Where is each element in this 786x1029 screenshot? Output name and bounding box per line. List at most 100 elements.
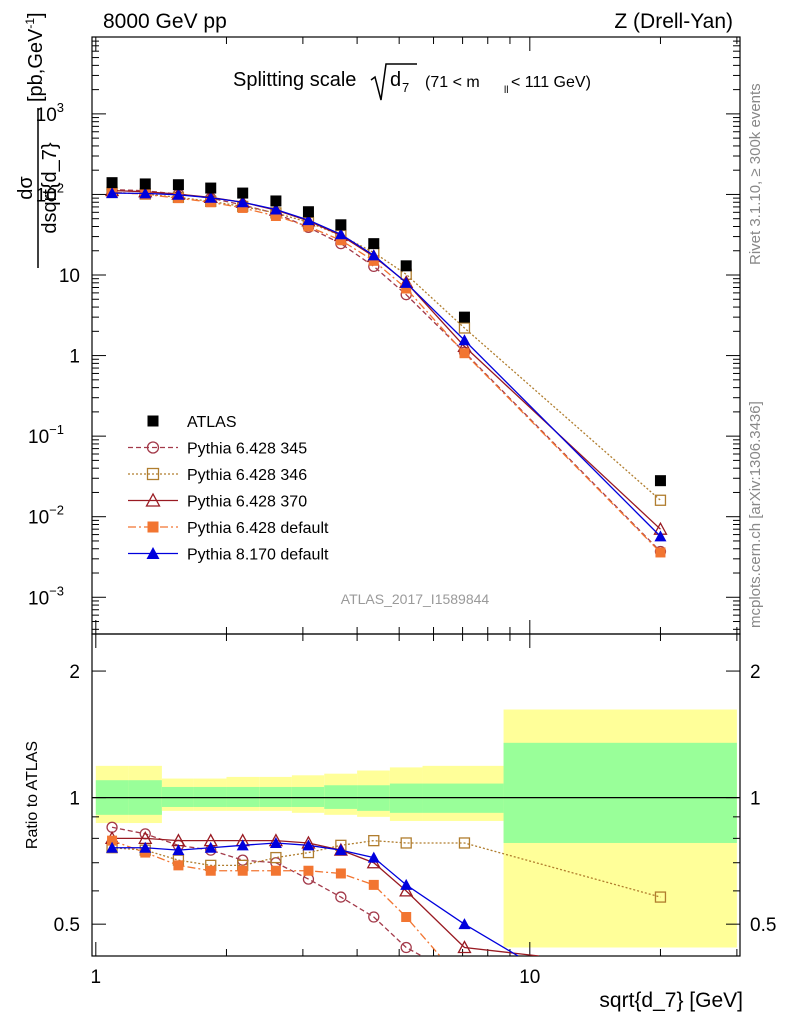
y-tick-label-main: 10−3 — [28, 583, 64, 609]
data-point-main — [106, 187, 119, 199]
mcplots-label: mcplots.cern.ch [arXiv:1306.3436] — [747, 401, 764, 628]
data-point-ratio — [401, 912, 412, 923]
ylabel-unit: [pb,GeV-1] — [23, 12, 47, 102]
atlas-data-point — [237, 187, 249, 199]
legend-marker — [147, 415, 159, 427]
data-point-main — [270, 211, 281, 222]
y-tick-label-main: 10−1 — [28, 422, 64, 448]
legend-label: Pythia 6.428 370 — [187, 494, 307, 511]
title-var-sub: 7 — [402, 80, 409, 95]
series-line-ratio — [111, 840, 493, 956]
legend-marker — [146, 441, 160, 454]
ratio-bands — [92, 709, 740, 948]
x-tick-label: 1 — [91, 967, 102, 988]
axes-ticks — [92, 36, 740, 956]
data-point-ratio — [368, 911, 380, 923]
legend-label: Pythia 6.428 default — [187, 520, 329, 537]
data-point-ratio — [459, 974, 469, 984]
data-point-main — [237, 202, 248, 213]
data-point-main — [335, 235, 346, 246]
rivet-label: Rivet 3.1.10, ≥ 300k events — [747, 83, 764, 265]
data-point-main — [334, 228, 347, 240]
data-point-main — [654, 530, 667, 542]
title-cut-a: (71 < m — [425, 74, 480, 91]
ratio-band-stat — [226, 786, 260, 807]
y-tick-label-ratio: 2 — [750, 662, 761, 683]
sqrt-sign — [370, 63, 417, 101]
data-point-main — [401, 283, 412, 294]
data-point-ratio — [172, 844, 185, 856]
data-point-main — [172, 188, 185, 200]
header-left: 8000 GeV pp — [103, 10, 227, 33]
y-tick-label-ratio: 2 — [69, 662, 80, 683]
y-axis-label-main: dσ dsqrt{d_7} [pb,GeV-1] — [15, 12, 61, 268]
data-point-ratio — [236, 839, 249, 851]
y-tick-label-ratio: 0.5 — [750, 915, 776, 936]
data-point-ratio — [204, 841, 217, 853]
ratio-band-stat — [259, 786, 292, 807]
data-point-main — [139, 187, 152, 199]
main-plot-frame — [91, 36, 741, 635]
data-point-ratio — [335, 868, 346, 879]
y-tick-label-ratio: 1 — [750, 789, 761, 810]
ylabel-den: dsqrt{d_7} — [39, 142, 61, 234]
legend-marker — [145, 492, 161, 507]
y-axis-label-ratio: Ratio to ATLAS — [24, 741, 41, 849]
data-point-main — [236, 196, 249, 208]
data-point-ratio — [303, 865, 314, 876]
data-point-ratio — [302, 839, 315, 851]
data-point-ratio — [459, 979, 469, 989]
data-point-ratio — [334, 844, 347, 856]
ratio-plot-frame — [91, 633, 741, 957]
data-point-main — [303, 221, 314, 232]
data-point-main — [458, 334, 471, 346]
series-line-ratio — [112, 842, 519, 956]
x-tick-label: 10 — [519, 967, 540, 988]
y-tick-label-ratio: 0.5 — [54, 915, 80, 936]
y-tick-label-main: 102 — [36, 180, 64, 206]
atlas-data-point — [458, 311, 470, 323]
data-point-ratio — [368, 834, 380, 847]
data-point-ratio — [173, 860, 184, 871]
data-point-ratio — [269, 836, 282, 848]
title-prefix: Splitting scale — [233, 69, 356, 91]
data-point-main — [459, 348, 470, 359]
ratio-band-stat — [193, 786, 227, 807]
x-axis-label: sqrt{d_7} [GeV] — [599, 989, 743, 1012]
title-cut-b: < 111 GeV) — [511, 74, 591, 91]
data-point-ratio — [106, 841, 119, 853]
y-tick-label-main: 10 — [59, 266, 80, 287]
series-line-ratio — [111, 826, 491, 956]
series-line-main — [112, 191, 661, 553]
data-point-ratio — [458, 837, 471, 849]
data-point-ratio — [205, 865, 216, 876]
atlas-data-point — [172, 179, 184, 191]
y-tick-label-main: 103 — [36, 100, 64, 126]
series-line-ratio — [112, 837, 540, 956]
data-point-main — [269, 203, 282, 215]
data-point-main — [204, 191, 217, 203]
legend-marker — [146, 547, 160, 559]
y-tick-label-ratio: 1 — [69, 789, 80, 810]
atlas-data-point — [270, 195, 282, 207]
y-tick-label-main: 1 — [69, 347, 80, 368]
series-line-ratio — [112, 839, 661, 898]
data-point-ratio — [107, 835, 118, 846]
atlas-data-point — [302, 206, 314, 218]
data-point-ratio — [399, 883, 414, 897]
ratio-band-stat — [503, 742, 737, 843]
data-point-ratio — [367, 851, 380, 863]
header-right: Z (Drell-Yan) — [614, 10, 733, 33]
legend-label: Pythia 6.428 346 — [187, 467, 307, 484]
title-cut-sub: ll — [504, 85, 508, 96]
data-point-ratio — [335, 891, 347, 903]
legend-label: ATLAS — [187, 414, 237, 431]
data-point-ratio — [270, 851, 282, 864]
data-point-ratio — [400, 878, 413, 890]
data-point-ratio — [139, 841, 152, 853]
legend-marker — [147, 521, 159, 533]
plot-title: Splitting scale d 7 (71 < m ll < 111 GeV… — [233, 63, 591, 101]
main-plot — [104, 177, 668, 558]
data-point-ratio — [654, 891, 667, 903]
